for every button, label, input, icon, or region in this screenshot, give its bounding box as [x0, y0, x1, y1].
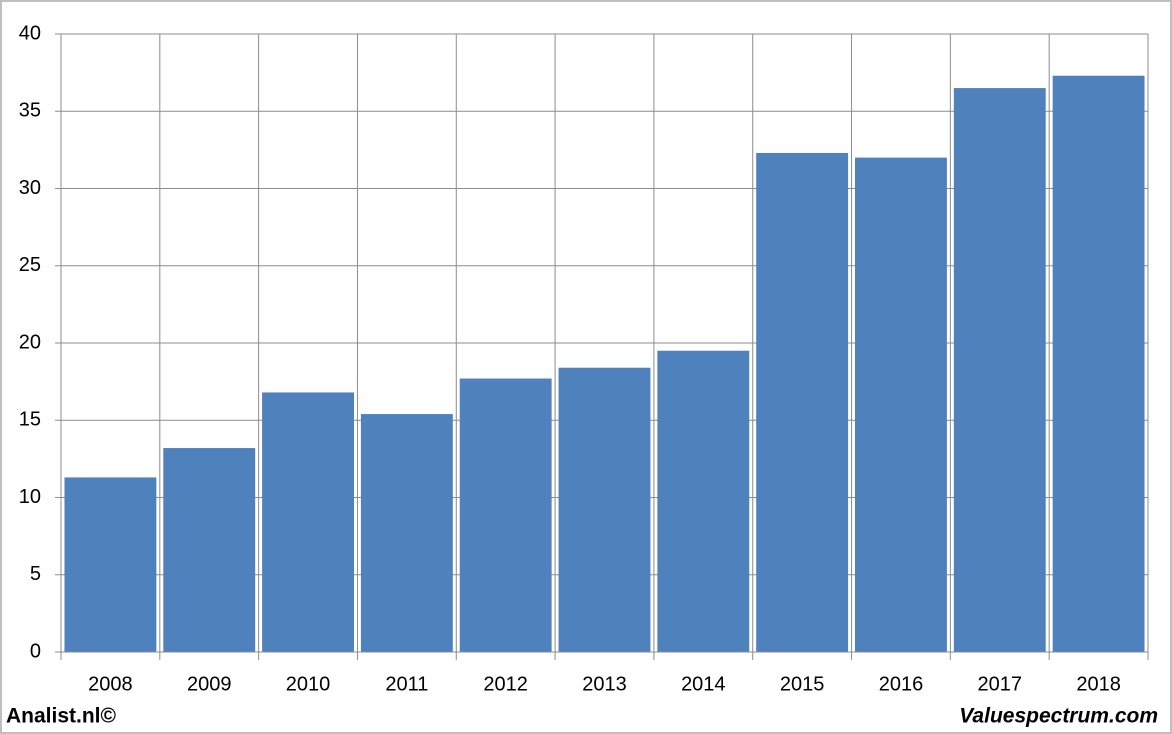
footer-right: Valuespectrum.com — [959, 705, 1158, 728]
x-tick-label: 2015 — [780, 673, 825, 695]
x-tick-label: 2014 — [681, 673, 726, 695]
y-tick-label: 0 — [30, 640, 41, 662]
bar — [558, 367, 651, 652]
y-tick-label: 35 — [19, 100, 41, 122]
y-tick-label: 5 — [30, 563, 41, 585]
x-tick-label: 2016 — [879, 673, 924, 695]
bar — [657, 350, 750, 652]
footer-left: Analist.nl© — [6, 705, 117, 728]
y-tick-label: 25 — [19, 254, 41, 276]
x-tick-label: 2010 — [286, 673, 331, 695]
y-tick-label: 40 — [19, 22, 41, 44]
bar — [262, 392, 354, 652]
bar — [64, 477, 157, 652]
bar — [163, 448, 256, 652]
x-tick-label: 2013 — [582, 673, 627, 695]
bar — [360, 414, 453, 652]
y-tick-label: 30 — [19, 177, 41, 199]
y-tick-label: 20 — [19, 331, 41, 353]
x-tick-label: 2018 — [1076, 673, 1121, 695]
bar — [756, 152, 849, 652]
bar — [1052, 75, 1145, 653]
x-tick-label: 2017 — [978, 673, 1023, 695]
bar — [953, 88, 1046, 652]
x-tick-label: 2008 — [88, 673, 133, 695]
x-tick-label: 2012 — [483, 673, 528, 695]
bar — [855, 157, 947, 652]
x-tick-label: 2011 — [385, 673, 428, 695]
y-tick-label: 15 — [19, 409, 41, 431]
bar — [459, 378, 552, 652]
x-tick-label: 2009 — [187, 673, 232, 695]
y-tick-label: 10 — [19, 486, 41, 508]
